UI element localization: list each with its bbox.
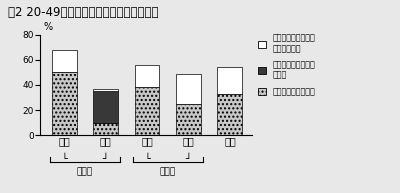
Text: 有配偶: 有配偶 — [77, 167, 93, 176]
Text: %: % — [44, 22, 52, 32]
Bar — [176, 74, 201, 104]
Bar — [176, 104, 201, 135]
Bar — [93, 123, 118, 135]
Legend: 時間減希望のパート
タイム雇用者, 非自発的フルタイム
就業者, 非自発的超過勤務者: 時間減希望のパート タイム雇用者, 非自発的フルタイム 就業者, 非自発的超過勤… — [258, 34, 315, 96]
Text: 図2 20-49歳の雇用者中の過剰就業者割合: 図2 20-49歳の雇用者中の過剰就業者割合 — [8, 6, 158, 19]
Bar — [52, 72, 76, 135]
Bar — [93, 91, 118, 123]
Bar — [218, 94, 242, 135]
Text: 無配偶: 無配偶 — [160, 167, 176, 176]
Bar — [93, 89, 118, 91]
Bar — [52, 50, 76, 72]
Text: └: └ — [61, 154, 67, 164]
Bar — [135, 65, 160, 87]
Text: ┘: ┘ — [186, 154, 192, 164]
Text: └: └ — [144, 154, 150, 164]
Bar — [135, 87, 160, 135]
Bar — [218, 67, 242, 94]
Text: ┘: ┘ — [103, 154, 108, 164]
